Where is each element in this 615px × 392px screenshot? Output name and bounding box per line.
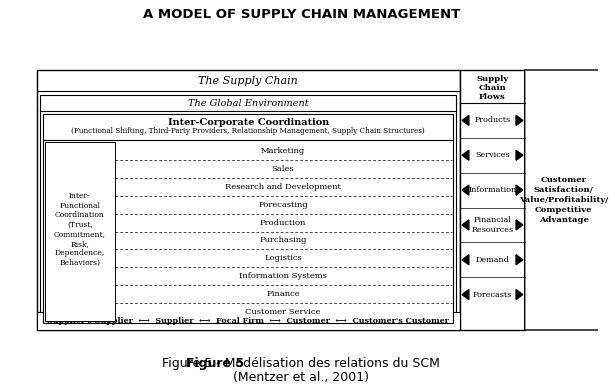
- Text: Sales: Sales: [272, 165, 295, 173]
- Text: Finance: Finance: [266, 290, 300, 298]
- Text: Figure 5: Figure 5: [186, 358, 244, 370]
- Text: Purchasing: Purchasing: [260, 236, 307, 245]
- Text: The Supply Chain: The Supply Chain: [199, 76, 298, 86]
- Polygon shape: [516, 255, 523, 265]
- Polygon shape: [516, 115, 523, 125]
- Polygon shape: [516, 290, 523, 299]
- Text: Supplier's Supplier  ⟷  Supplier  ⟷  Focal Firm  ⟷  Customer  ⟷  Customer's Cust: Supplier's Supplier ⟷ Supplier ⟷ Focal F…: [47, 317, 450, 325]
- Text: Figure 5 - Modélisation des relations du SCM: Figure 5 - Modélisation des relations du…: [162, 358, 440, 370]
- Polygon shape: [525, 70, 615, 330]
- Text: Forecasting: Forecasting: [258, 201, 308, 209]
- Text: Logistics: Logistics: [264, 254, 302, 262]
- Text: The Global Environment: The Global Environment: [188, 98, 309, 107]
- Text: A MODEL OF SUPPLY CHAIN MANAGEMENT: A MODEL OF SUPPLY CHAIN MANAGEMENT: [143, 7, 460, 20]
- Text: Research and Development: Research and Development: [225, 183, 341, 191]
- Polygon shape: [462, 150, 469, 160]
- Polygon shape: [516, 150, 523, 160]
- Text: Information Systems: Information Systems: [239, 272, 327, 280]
- Text: Inter-
Functional
Coordination
(Trust,
Commitment,
Risk,
Dependence,
Behaviors): Inter- Functional Coordination (Trust, C…: [54, 192, 106, 267]
- Text: (Mentzer et al., 2001): (Mentzer et al., 2001): [233, 370, 370, 383]
- Polygon shape: [516, 185, 523, 195]
- Bar: [36, 312, 460, 330]
- Text: Customer Service: Customer Service: [245, 308, 320, 316]
- Text: Services: Services: [475, 151, 510, 159]
- Polygon shape: [462, 220, 469, 230]
- Bar: [45, 142, 114, 321]
- Text: Financial
Resources: Financial Resources: [471, 216, 514, 234]
- Bar: [41, 95, 456, 326]
- Text: Customer
Satisfaction/
Value/Profitability/
Competitive
Advantage: Customer Satisfaction/ Value/Profitabili…: [519, 176, 608, 223]
- Bar: [36, 70, 460, 330]
- Bar: [43, 114, 453, 323]
- Text: Production: Production: [260, 219, 306, 227]
- Polygon shape: [462, 115, 469, 125]
- Polygon shape: [516, 220, 523, 230]
- Text: Inter-Corporate Coordination: Inter-Corporate Coordination: [168, 118, 329, 127]
- Polygon shape: [462, 185, 469, 195]
- Text: Demand: Demand: [475, 256, 509, 264]
- Text: Marketing: Marketing: [261, 147, 305, 155]
- Text: Forecasts: Forecasts: [473, 290, 512, 299]
- Polygon shape: [462, 290, 469, 299]
- Text: Supply
Chain
Flows: Supply Chain Flows: [477, 75, 509, 101]
- Bar: [460, 70, 525, 330]
- Text: (Functional Shifting, Third-Party Providers, Relationship Management, Supply Cha: (Functional Shifting, Third-Party Provid…: [71, 127, 425, 135]
- Polygon shape: [462, 255, 469, 265]
- Text: Products: Products: [474, 116, 510, 124]
- Text: Information: Information: [469, 186, 517, 194]
